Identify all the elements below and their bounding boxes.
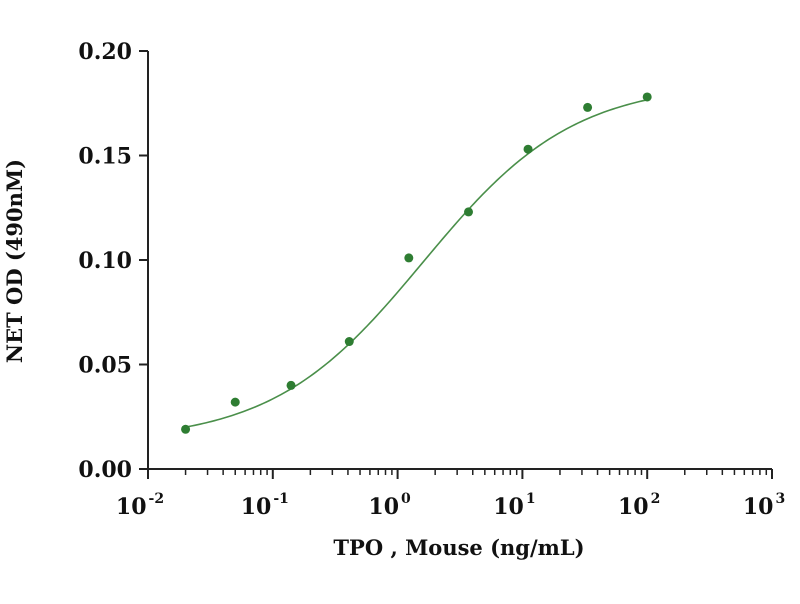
data-point <box>344 337 354 347</box>
y-tick-label: 0.15 <box>78 144 132 170</box>
x-tick-label: 10 1 <box>493 491 535 520</box>
x-tick-label: 10 2 <box>618 491 660 520</box>
y-tick-label: 0.05 <box>78 353 132 379</box>
data-point <box>286 380 296 390</box>
x-tick-label: 10 0 <box>368 491 411 520</box>
fit-curve <box>185 98 648 428</box>
x-axis-label: TPO , Mouse (ng/mL) <box>333 535 584 560</box>
y-tick-label: 0.20 <box>78 39 132 65</box>
x-tick-label: 10 3 <box>743 491 785 520</box>
data-points <box>181 92 652 434</box>
data-point <box>464 207 474 217</box>
y-tick-label: 0.00 <box>78 457 132 483</box>
data-point <box>181 424 191 434</box>
y-tick-label: 0.10 <box>78 248 132 274</box>
fit-curve-layer <box>185 98 648 428</box>
axes: 0.00 0.05 0.10 0.15 0.20 10 -2 10 -1 10 0 10 1 10 2 10 3 <box>78 39 785 520</box>
data-point <box>230 397 240 407</box>
data-point <box>642 92 652 102</box>
x-tick-label: 10 -2 <box>116 491 164 520</box>
data-point <box>404 253 414 263</box>
y-axis-label: NET OD (490nM) <box>2 159 27 363</box>
x-tick-label: 10 -1 <box>241 491 289 520</box>
data-point <box>583 102 593 112</box>
data-point <box>523 144 533 154</box>
